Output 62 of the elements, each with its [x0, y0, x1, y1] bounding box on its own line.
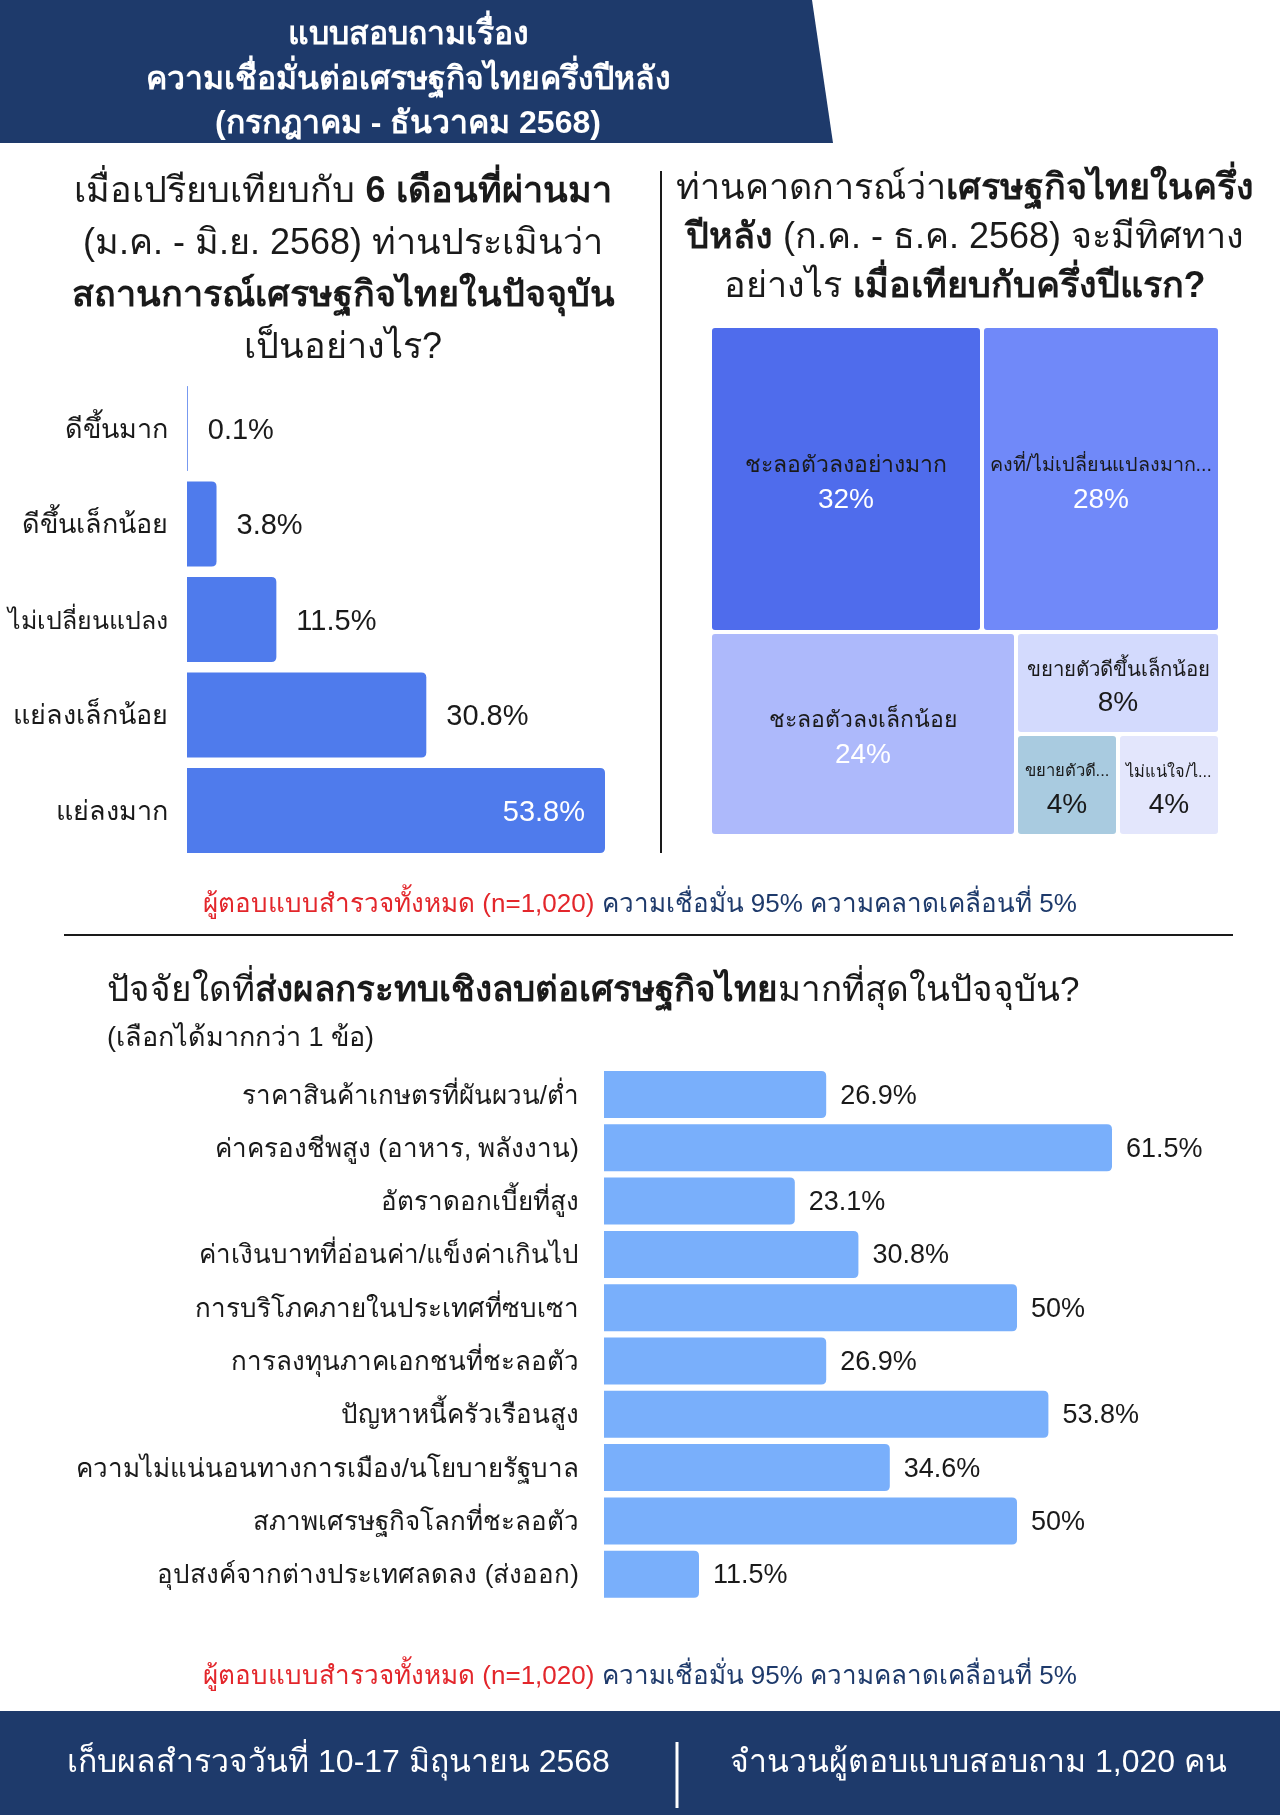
category-label: ไม่แน่ใจ/ไ... [1124, 761, 1212, 780]
y-tick-label: ไม่เปลี่ยนแปลง [6, 602, 168, 634]
bar [604, 1550, 699, 1598]
chart-title: เมื่อเปรียบเทียบกับ 6 เดือนที่ผ่านมา (ม.ค. - มิ.ย. 2568) ท่านประเมินว่า สถานการณ์เศรษฐกิจไทยในปัจจุบัน เป็นอย่างไร? [70, 164, 616, 368]
y-tick-label: อัตราดอกเบี้ยที่สูง [381, 1182, 579, 1218]
y-tick-label: การบริโภคภายในประเทศที่ซบเซา [195, 1289, 579, 1323]
data-label: 53.8% [502, 794, 585, 827]
data-label: 28% [1072, 482, 1130, 514]
bar [604, 1124, 1112, 1172]
category-label: ชะลอตัวลงเล็กน้อย [769, 704, 957, 733]
y-tick-label: การลงทุนภาคเอกชนที่ชะลอตัว [231, 1343, 579, 1377]
data-label: 11.5% [296, 603, 377, 636]
bar [604, 1337, 827, 1385]
data-label: 26.9% [840, 1079, 917, 1110]
bar [187, 481, 217, 567]
data-label: 4% [1148, 787, 1190, 819]
category-label: ขยายตัวดีขึ้นเล็กน้อย [1026, 653, 1210, 680]
bar [604, 1177, 795, 1225]
y-tick-label: สภาพเศรษฐกิจโลกที่ชะลอตัว [253, 1502, 579, 1537]
data-label: 61.5% [1126, 1132, 1203, 1163]
bar [604, 1444, 890, 1492]
text: เก็บผลสำรวจวันที่ 10-17 มิถุนายน 2568 [66, 1738, 611, 1783]
y-tick-label: ปัญหาหนี้ครัวเรือนสูง [341, 1395, 579, 1431]
data-label: 50% [1031, 1505, 1086, 1536]
y-tick-label: แย่ลงเล็กน้อย [13, 697, 168, 730]
y-tick-label: ค่าเงินบาทที่อ่อนค่า/แข็งค่าเกินไป [198, 1236, 579, 1270]
chart-title: ปัจจัยใดที่ส่งผลกระทบเชิงลบต่อเศรษฐกิจไทยมากที่สุดในปัจจุบัน? [107, 964, 1081, 1013]
category-label: ชะลอตัวลงอย่างมาก [745, 451, 947, 478]
text: (เลือกได้มากกว่า 1 ข้อ) [107, 1021, 375, 1054]
data-label: 23.1% [808, 1186, 886, 1217]
text: แบบสอบถามเรื่อง ความเชื่อมั่นต่อเศรษฐกิจไทยครึ่งปีหลัง (กรกฎาคม - ธันวาคม 2568) [144, 11, 672, 142]
y-tick-label: ดีขึ้นเล็กน้อย [22, 504, 168, 539]
data-label: 24% [834, 737, 892, 769]
data-label: 53.8% [1062, 1399, 1139, 1430]
bar [604, 1390, 1049, 1438]
bar [604, 1071, 827, 1118]
data-label: 50% [1031, 1292, 1086, 1323]
bar [604, 1497, 1018, 1545]
y-tick-label: ดีขึ้นมาก [65, 408, 168, 444]
data-label: 4% [1046, 787, 1088, 819]
category-label: คงที่/ไม่เปลี่ยนแปลงมาก... [990, 451, 1212, 476]
data-label: 26.9% [840, 1346, 917, 1376]
data-label: 8% [1097, 685, 1139, 717]
bar [187, 672, 427, 758]
data-label: 30.8% [446, 699, 529, 731]
data-label: 34.6% [903, 1452, 981, 1483]
category-label: ขยายตัวดี... [1024, 761, 1110, 781]
bar [187, 577, 277, 662]
bar [604, 1284, 1018, 1332]
data-label: 32% [817, 482, 875, 514]
data-label: 11.5% [712, 1559, 788, 1590]
data-label: 0.1% [207, 412, 274, 445]
y-tick-label: ค่าครองชีพสูง (อาหาร, พลังงาน) [215, 1132, 579, 1164]
bar [187, 768, 605, 853]
bar [604, 1230, 859, 1278]
y-tick-label: แย่ลงมาก [56, 795, 168, 826]
text: จำนวนผู้ตอบแบบสอบถาม 1,020 คน [729, 1742, 1228, 1783]
y-tick-label: อุปสงค์จากต่างประเทศลดลง (ส่งออก) [157, 1559, 579, 1591]
y-tick-label: ราคาสินค้าเกษตรที่ผันผวน/ต่ำ [241, 1076, 579, 1110]
data-label: 3.8% [236, 508, 303, 540]
y-tick-label: ความไม่แน่นอนทางการเมือง/นโยบายรัฐบาล [75, 1452, 579, 1484]
data-label: 30.8% [872, 1239, 949, 1270]
